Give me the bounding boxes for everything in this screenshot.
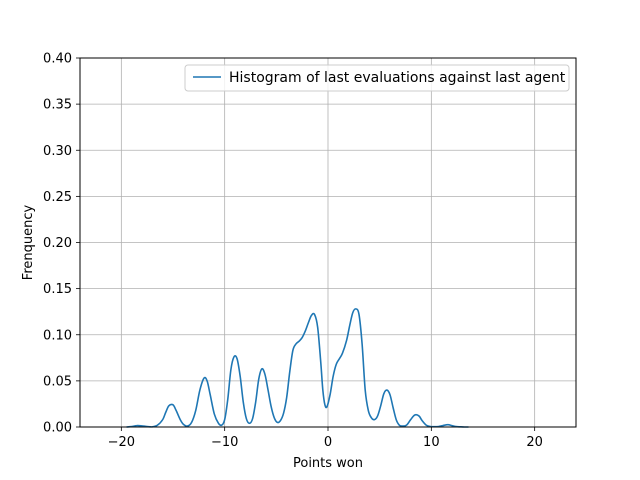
- x-tick-label: −10: [211, 435, 238, 450]
- x-tick-label: −20: [108, 435, 135, 450]
- series-layer: [126, 308, 469, 428]
- y-tick-label: 0.15: [43, 282, 72, 297]
- x-axis-ticks: −20 −10 0 10 20: [108, 427, 543, 450]
- y-axis-label: Frenquency: [21, 204, 36, 280]
- y-tick-label: 0.05: [43, 374, 72, 389]
- x-tick-label: 10: [423, 435, 440, 450]
- y-axis-ticks: 0.00 0.05 0.10 0.15 0.20 0.25 0.30 0.35 0.40: [43, 52, 80, 436]
- y-tick-label: 0.30: [43, 144, 72, 159]
- y-tick-label: 0.10: [43, 328, 72, 343]
- x-tick-label: 20: [526, 435, 543, 450]
- y-tick-label: 0.35: [43, 98, 72, 113]
- x-axis-label: Points won: [293, 456, 363, 471]
- x-tick-label: 0: [324, 435, 332, 450]
- y-tick-label: 0.20: [43, 236, 72, 251]
- y-tick-label: 0.25: [43, 190, 72, 205]
- legend-box: [184, 64, 570, 92]
- legend-label: Histogram of last evaluations against la…: [229, 70, 566, 86]
- y-tick-label: 0.00: [43, 421, 72, 436]
- series-line: [126, 308, 469, 428]
- legend: Histogram of last evaluations against la…: [184, 64, 570, 92]
- y-tick-label: 0.40: [43, 52, 72, 67]
